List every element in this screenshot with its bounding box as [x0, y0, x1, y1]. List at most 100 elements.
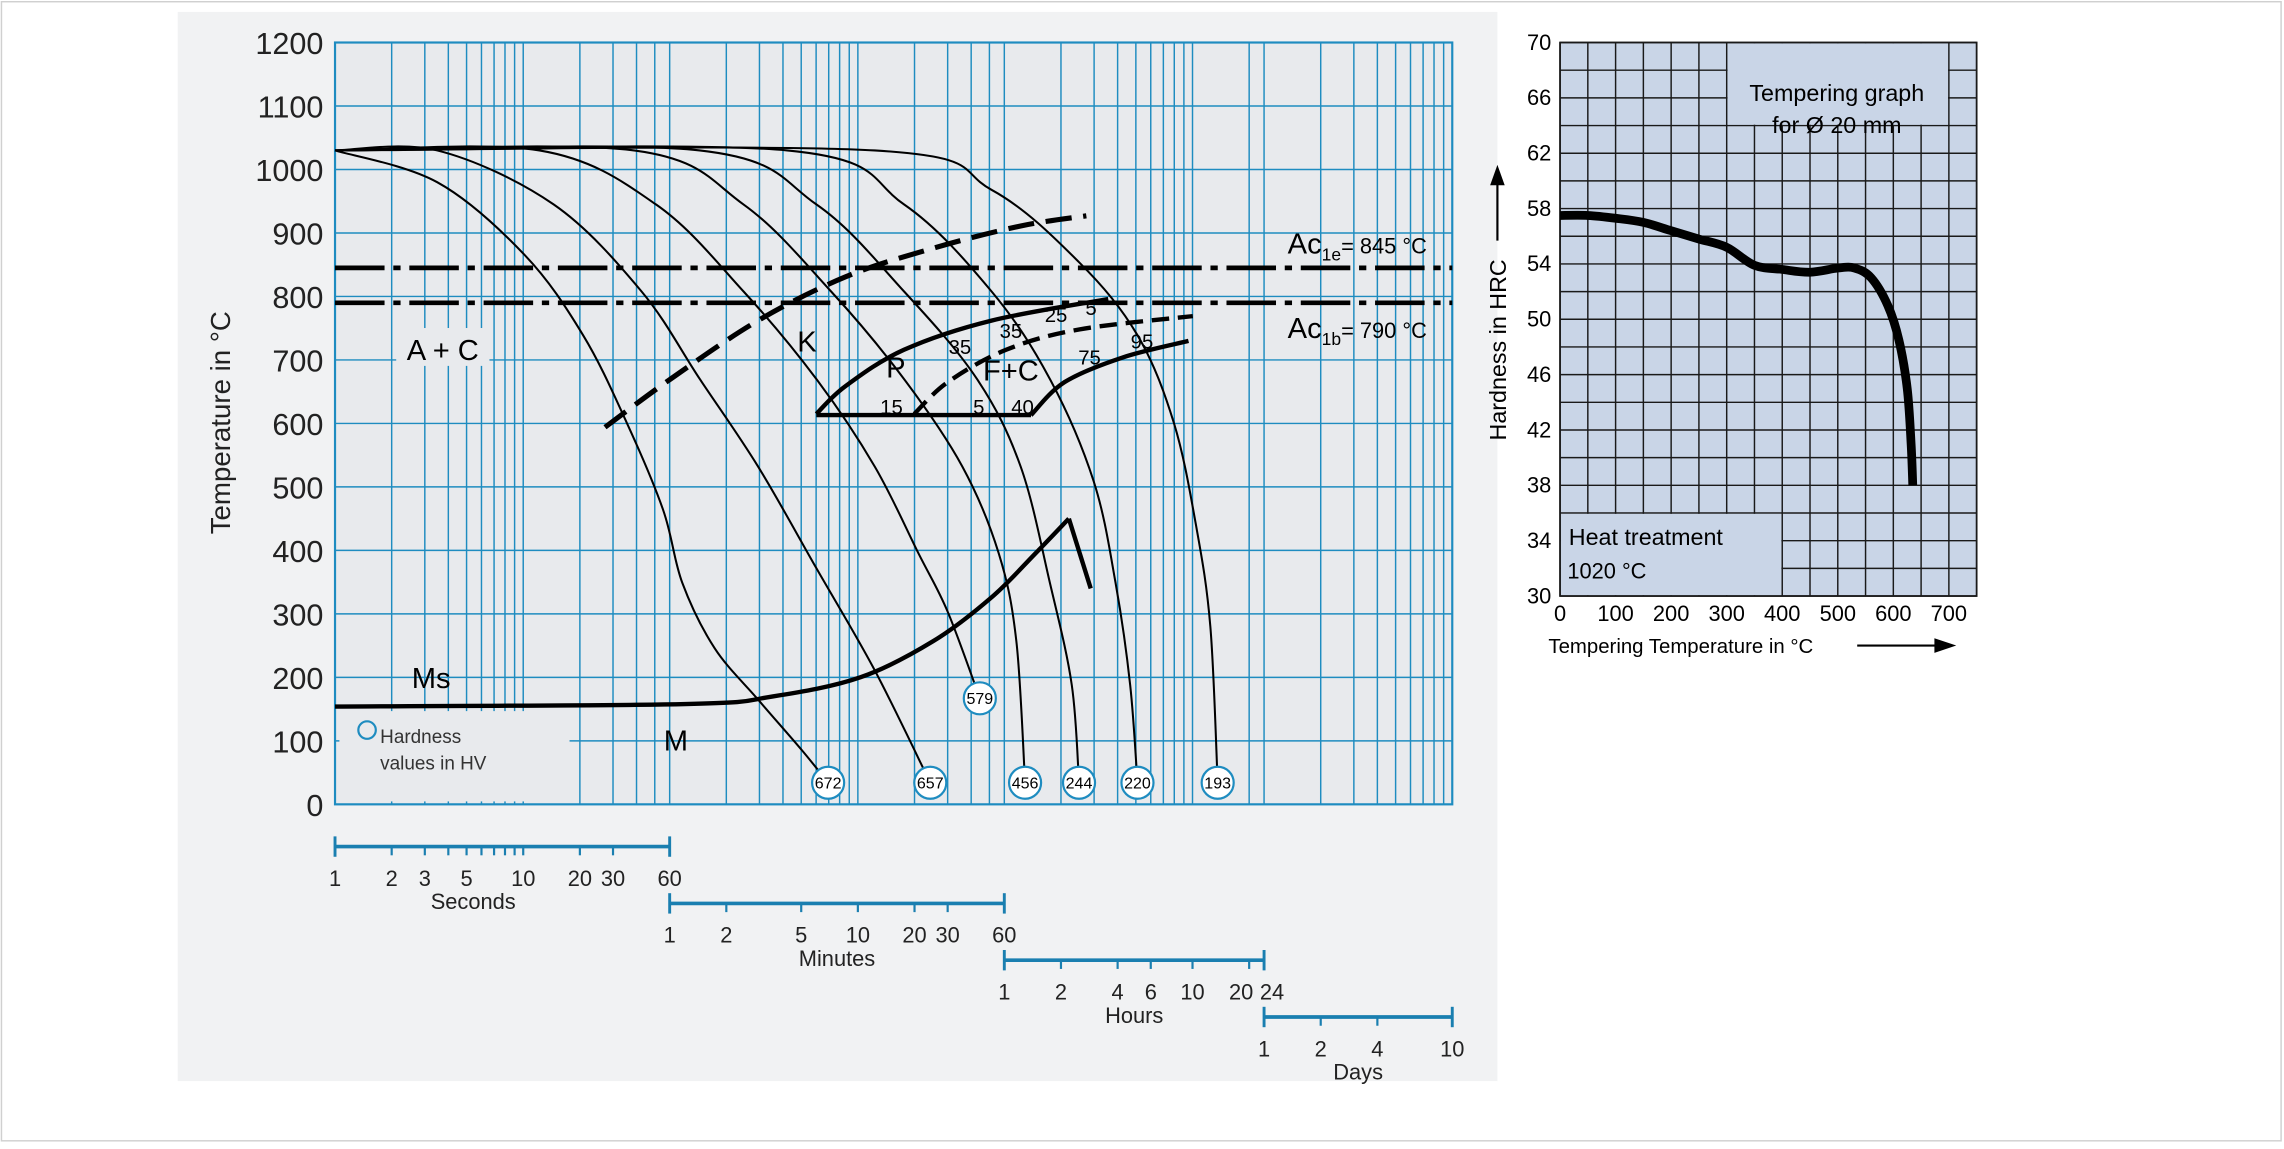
legend-line1: Hardness [380, 727, 461, 748]
time-tick-label: 20 [902, 923, 926, 948]
label-bg [396, 328, 490, 366]
title-box [1727, 43, 1949, 125]
x-tick-label: 600 [1875, 601, 1911, 626]
note-box [1560, 513, 1782, 596]
y-tick-label: 600 [272, 408, 323, 442]
y-tick-label: 1000 [255, 154, 323, 188]
hardness-value: 672 [815, 775, 842, 793]
y-tick-label: 54 [1527, 251, 1551, 276]
y-tick-label: 30 [1527, 583, 1551, 608]
y-tick-label: 500 [272, 472, 323, 506]
hardness-marker [1061, 765, 1097, 800]
time-tick-label: 10 [1180, 980, 1204, 1005]
time-scale-name: Hours [1105, 1003, 1163, 1028]
label-martensite: M [664, 725, 688, 757]
time-tick-label: 2 [1315, 1036, 1327, 1061]
hardness-marker [811, 765, 846, 800]
time-tick-label: 4 [1112, 980, 1124, 1005]
y-tick-label: 400 [272, 535, 323, 569]
time-tick-label: 3 [419, 866, 431, 891]
time-tick-label: 1 [664, 923, 676, 948]
time-tick-label: 2 [386, 866, 398, 891]
x-tick-label: 300 [1708, 601, 1744, 626]
hardness-marker [962, 681, 997, 716]
percent-label: 40 [1011, 397, 1034, 419]
x-tick-label: 0 [1554, 601, 1566, 626]
time-tick-label: 10 [846, 923, 870, 948]
y-tick-label: 1200 [255, 27, 323, 61]
time-tick-label: 4 [1371, 1036, 1383, 1061]
heat-treatment-line1: Heat treatment [1569, 524, 1724, 550]
y-tick-label: 70 [1527, 30, 1551, 55]
percent-label: 25 [1045, 305, 1068, 327]
percent-label: 5 [973, 397, 984, 419]
y-tick-label: 900 [272, 218, 323, 252]
pearlite-end-curve [1029, 338, 1190, 417]
hardness-value: 456 [1012, 775, 1039, 793]
arrow-up-icon [1490, 164, 1505, 186]
percent-label: 35 [1000, 321, 1023, 343]
time-tick-label: 6 [1145, 980, 1157, 1005]
ms-line [335, 517, 1071, 709]
label-ferrite: F+C [983, 355, 1039, 387]
time-tick-label: 10 [511, 866, 535, 891]
percent-label: 35 [949, 337, 972, 359]
y-tick-label: 58 [1527, 196, 1551, 221]
transformation-label: Ac1b= 790 °C [1288, 313, 1427, 349]
time-tick-label: 1 [1258, 1036, 1270, 1061]
y-tick-label: 34 [1527, 528, 1551, 553]
x-tick-label: 200 [1653, 601, 1689, 626]
hardness-circle-icon [357, 720, 377, 740]
y-tick-label: 42 [1527, 417, 1551, 442]
cooling-curve [335, 145, 932, 784]
tempering-y-axis-label: Hardness in HRC [1485, 259, 1511, 440]
x-tick-label: 100 [1597, 601, 1633, 626]
ferrite-boundary-dashed [912, 313, 1194, 416]
time-tick-label: 60 [658, 866, 682, 891]
cooling-curve [335, 145, 1027, 783]
arrow-right-icon [1934, 638, 1957, 653]
percent-label: 95 [1131, 331, 1154, 353]
y-tick-label: 800 [272, 281, 323, 315]
time-tick-label: 30 [601, 866, 625, 891]
hardness-value: 220 [1124, 775, 1151, 793]
y-tick-label: 200 [272, 662, 323, 696]
tempering-title-line2: for Ø 20 mm [1772, 112, 1901, 138]
legend-bg [339, 711, 570, 802]
transformation-label: Ac1e= 845 °C [1288, 228, 1427, 264]
y-tick-label: 38 [1527, 473, 1551, 498]
hardness-marker [913, 765, 948, 800]
hardness-value: 657 [917, 775, 944, 793]
ms-line-end [1066, 518, 1093, 590]
tempering-title-line1: Tempering graph [1749, 80, 1924, 106]
label-pearlite: P [886, 353, 905, 385]
x-tick-label: 400 [1764, 601, 1800, 626]
y-tick-label: 300 [272, 599, 323, 633]
tempering-curve [1560, 210, 1918, 486]
region-labels: A + C K P F+C Ms M [396, 326, 1039, 757]
y-tick-label: 66 [1527, 85, 1551, 110]
time-tick-label: 2 [720, 923, 732, 948]
time-tick-label: 5 [460, 866, 472, 891]
time-scale-name: Days [1333, 1060, 1383, 1085]
x-tick-label: 500 [1820, 601, 1856, 626]
time-tick-label: 20 [1229, 980, 1253, 1005]
percent-label: 75 [1078, 347, 1101, 369]
tempering-x-axis-label: Tempering Temperature in °C [1548, 636, 1813, 658]
time-tick-label: 2 [1055, 980, 1067, 1005]
time-tick-label: 24 [1260, 980, 1284, 1005]
legend-line2: values in HV [380, 753, 487, 774]
hardness-legend: Hardness values in HV [339, 711, 570, 802]
y-tick-label: 50 [1527, 307, 1551, 332]
y-tick-label: 1100 [258, 91, 324, 125]
y-tick-label: 0 [306, 789, 323, 823]
hardness-marker [1007, 765, 1043, 800]
label-austenite: A + C [407, 335, 479, 367]
y-tick-label: 100 [272, 726, 323, 760]
k-boundary-dashed [603, 213, 1087, 430]
hardness-value: 579 [966, 690, 993, 708]
time-tick-label: 5 [795, 923, 807, 948]
label-k: K [797, 326, 817, 358]
percent-label: 15 [880, 397, 903, 419]
